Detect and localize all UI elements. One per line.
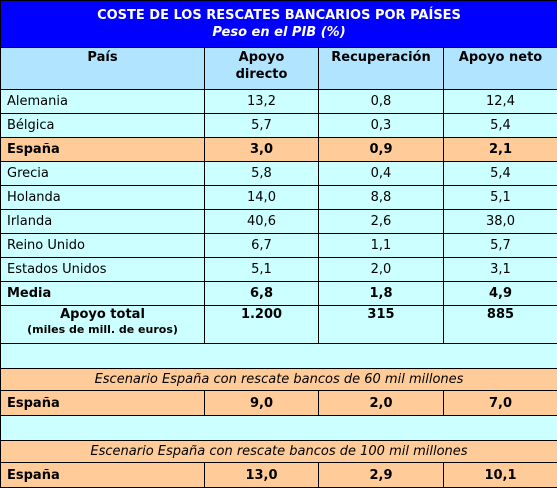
scenario-60-title-row: Escenario España con rescate bancos de 6… bbox=[1, 369, 557, 391]
value-cell: 12,4 bbox=[444, 90, 557, 114]
country-cell: Reino Unido bbox=[1, 234, 205, 258]
country-cell: Grecia bbox=[1, 162, 205, 186]
table-row: Grecia 5,8 0,4 5,4 bbox=[1, 162, 557, 186]
spacer-row bbox=[1, 416, 557, 441]
value-cell: 0,3 bbox=[319, 114, 444, 138]
value-cell: 5,1 bbox=[205, 258, 319, 282]
table-title-cell: COSTE DE LOS RESCATES BANCARIOS POR PAÍS… bbox=[1, 1, 557, 48]
value-cell: 5,4 bbox=[444, 162, 557, 186]
value-cell: 2,1 bbox=[444, 138, 557, 162]
country-cell: Alemania bbox=[1, 90, 205, 114]
media-value: 1,8 bbox=[319, 282, 444, 306]
country-cell: Holanda bbox=[1, 186, 205, 210]
value-cell: 3,1 bbox=[444, 258, 557, 282]
value-cell: 5,1 bbox=[444, 186, 557, 210]
scenario-100-title: Escenario España con rescate bancos de 1… bbox=[1, 441, 557, 463]
country-cell: España bbox=[1, 138, 205, 162]
scenario-value: 7,0 bbox=[444, 391, 557, 416]
country-cell: Estados Unidos bbox=[1, 258, 205, 282]
media-value: 4,9 bbox=[444, 282, 557, 306]
media-value: 6,8 bbox=[205, 282, 319, 306]
table-row: Bélgica 5,7 0,3 5,4 bbox=[1, 114, 557, 138]
table-subtitle: Peso en el PIB (%) bbox=[1, 24, 557, 41]
value-cell: 14,0 bbox=[205, 186, 319, 210]
table-row: Holanda 14,0 8,8 5,1 bbox=[1, 186, 557, 210]
media-row: Media 6,8 1,8 4,9 bbox=[1, 282, 557, 306]
value-cell: 5,4 bbox=[444, 114, 557, 138]
value-cell: 13,2 bbox=[205, 90, 319, 114]
header-recuperacion: Recuperación bbox=[319, 48, 444, 90]
value-cell: 5,8 bbox=[205, 162, 319, 186]
value-cell: 3,0 bbox=[205, 138, 319, 162]
total-row: Apoyo total (miles de mill. de euros) 1.… bbox=[1, 306, 557, 344]
table-row: Reino Unido 6,7 1,1 5,7 bbox=[1, 234, 557, 258]
spacer-cell bbox=[1, 344, 557, 369]
value-cell: 0,9 bbox=[319, 138, 444, 162]
header-apoyo-directo: Apoyo directo bbox=[205, 48, 319, 90]
scenario-value: 2,9 bbox=[319, 463, 444, 488]
total-label: Apoyo total bbox=[60, 307, 145, 322]
header-pais: País bbox=[1, 48, 205, 90]
value-cell: 2,0 bbox=[319, 258, 444, 282]
media-label: Media bbox=[1, 282, 205, 306]
table-title: COSTE DE LOS RESCATES BANCARIOS POR PAÍS… bbox=[1, 7, 557, 24]
spacer-row bbox=[1, 344, 557, 369]
country-cell: Irlanda bbox=[1, 210, 205, 234]
table-row: Alemania 13,2 0,8 12,4 bbox=[1, 90, 557, 114]
country-cell: Bélgica bbox=[1, 114, 205, 138]
total-value: 885 bbox=[444, 306, 557, 344]
header-apoyo-neto: Apoyo neto bbox=[444, 48, 557, 90]
title-row: COSTE DE LOS RESCATES BANCARIOS POR PAÍS… bbox=[1, 1, 557, 48]
table-row: Estados Unidos 5,1 2,0 3,1 bbox=[1, 258, 557, 282]
scenario-value: 2,0 bbox=[319, 391, 444, 416]
value-cell: 0,4 bbox=[319, 162, 444, 186]
value-cell: 8,8 bbox=[319, 186, 444, 210]
scenario-60-row: España 9,0 2,0 7,0 bbox=[1, 391, 557, 416]
value-cell: 1,1 bbox=[319, 234, 444, 258]
value-cell: 0,8 bbox=[319, 90, 444, 114]
scenario-country: España bbox=[1, 463, 205, 488]
scenario-value: 13,0 bbox=[205, 463, 319, 488]
value-cell: 38,0 bbox=[444, 210, 557, 234]
value-cell: 5,7 bbox=[444, 234, 557, 258]
table-row-highlighted: España 3,0 0,9 2,1 bbox=[1, 138, 557, 162]
value-cell: 2,6 bbox=[319, 210, 444, 234]
total-value: 1.200 bbox=[205, 306, 319, 344]
table-row: Irlanda 40,6 2,6 38,0 bbox=[1, 210, 557, 234]
scenario-60-title: Escenario España con rescate bancos de 6… bbox=[1, 369, 557, 391]
total-sublabel: (miles de mill. de euros) bbox=[7, 322, 198, 337]
total-label-cell: Apoyo total (miles de mill. de euros) bbox=[1, 306, 205, 344]
value-cell: 40,6 bbox=[205, 210, 319, 234]
spacer-cell bbox=[1, 416, 557, 441]
scenario-100-title-row: Escenario España con rescate bancos de 1… bbox=[1, 441, 557, 463]
value-cell: 6,7 bbox=[205, 234, 319, 258]
scenario-value: 10,1 bbox=[444, 463, 557, 488]
scenario-country: España bbox=[1, 391, 205, 416]
total-value: 315 bbox=[319, 306, 444, 344]
value-cell: 5,7 bbox=[205, 114, 319, 138]
scenario-value: 9,0 bbox=[205, 391, 319, 416]
scenario-100-row: España 13,0 2,9 10,1 bbox=[1, 463, 557, 488]
header-row: País Apoyo directo Recuperación Apoyo ne… bbox=[1, 48, 557, 90]
